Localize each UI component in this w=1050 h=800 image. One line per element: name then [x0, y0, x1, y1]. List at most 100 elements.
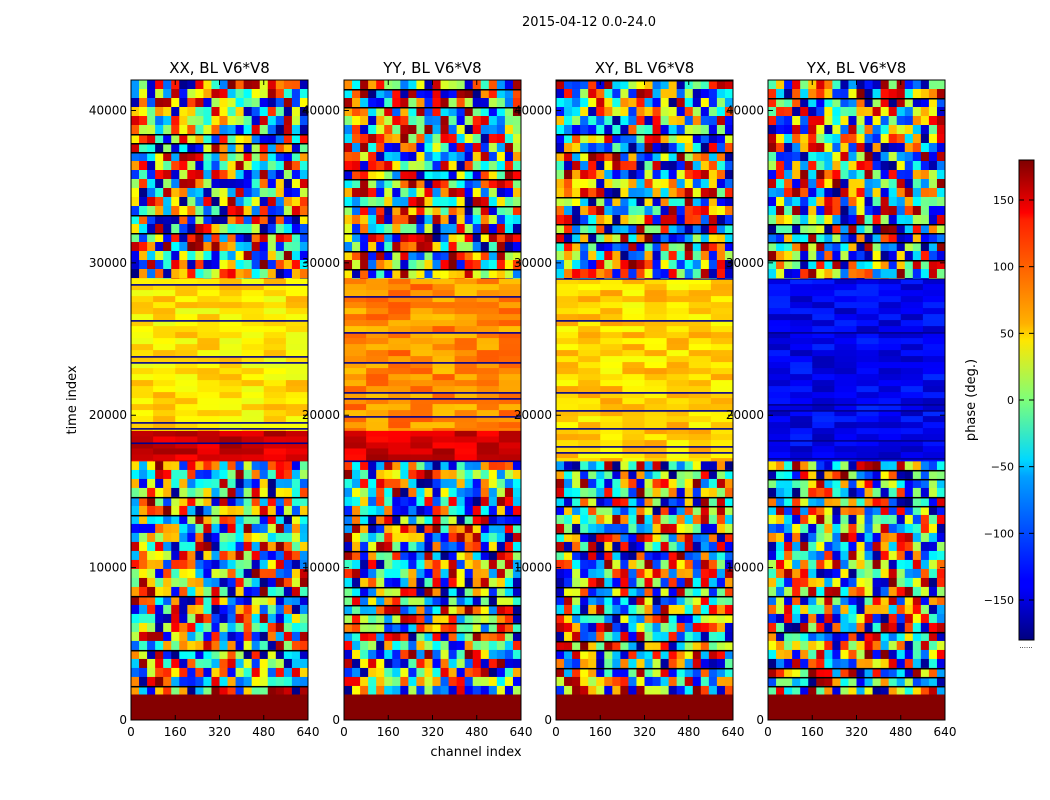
- cell: [388, 356, 411, 363]
- cell: [872, 469, 882, 480]
- cell: [572, 469, 581, 480]
- cell: [388, 442, 411, 449]
- cell: [800, 649, 809, 660]
- cell: [219, 392, 243, 399]
- flag-line: [556, 505, 733, 508]
- cell: [622, 440, 646, 447]
- cell: [578, 278, 601, 285]
- cell: [724, 658, 733, 669]
- cell: [792, 649, 801, 660]
- cell: [410, 302, 434, 309]
- cell: [710, 440, 733, 447]
- cell: [227, 170, 237, 180]
- cell: [684, 577, 694, 588]
- flag-line: [344, 170, 521, 172]
- cell: [708, 514, 718, 525]
- cell: [203, 170, 213, 180]
- cell: [856, 460, 866, 471]
- cell: [155, 188, 164, 198]
- cell: [620, 658, 630, 669]
- cell: [768, 296, 791, 303]
- cell: [175, 278, 198, 285]
- cell: [600, 278, 623, 285]
- cell: [644, 440, 668, 447]
- flag-line: [556, 278, 733, 280]
- cell: [784, 613, 793, 624]
- cell: [936, 550, 945, 561]
- x-tick-label: 320: [208, 725, 231, 739]
- cell: [366, 362, 389, 369]
- cell: [153, 422, 176, 429]
- cell: [644, 107, 654, 117]
- cell: [628, 134, 638, 144]
- cell: [668, 206, 678, 216]
- flag-line: [344, 514, 521, 517]
- cell: [496, 586, 506, 597]
- cell: [235, 595, 245, 606]
- cell: [360, 622, 369, 633]
- cell: [203, 613, 213, 624]
- cell: [856, 338, 880, 345]
- cell: [219, 320, 243, 327]
- cell: [171, 188, 180, 198]
- cell: [448, 242, 458, 252]
- cell: [620, 152, 630, 162]
- cell: [856, 595, 866, 606]
- cell: [504, 487, 514, 498]
- cell: [400, 161, 409, 171]
- cell: [360, 631, 369, 642]
- cell: [556, 452, 579, 459]
- cell: [291, 179, 301, 189]
- cell: [716, 577, 726, 588]
- cell: [432, 356, 456, 363]
- cell: [464, 478, 474, 489]
- cell: [644, 116, 654, 126]
- cell: [840, 595, 850, 606]
- cell: [628, 550, 638, 561]
- cell: [432, 98, 442, 108]
- cell: [291, 116, 301, 126]
- cell: [840, 649, 850, 660]
- cell: [179, 550, 188, 561]
- cell: [666, 392, 690, 399]
- cell: [834, 428, 858, 435]
- cell: [488, 134, 498, 144]
- cell: [440, 197, 450, 207]
- cell: [600, 386, 623, 393]
- cell: [344, 487, 353, 498]
- cell: [840, 523, 850, 534]
- cell: [416, 649, 426, 660]
- cell: [644, 170, 654, 180]
- flag-line: [556, 452, 733, 454]
- cell: [666, 338, 690, 345]
- cell: [604, 215, 613, 225]
- cell: [768, 302, 791, 309]
- cell: [171, 532, 180, 543]
- cell: [636, 143, 646, 153]
- cell: [241, 320, 265, 327]
- cell: [243, 152, 253, 162]
- cell: [628, 604, 638, 615]
- cell: [464, 667, 474, 678]
- cell: [628, 514, 638, 525]
- cell: [572, 541, 581, 552]
- cell: [864, 613, 874, 624]
- cell: [832, 604, 842, 615]
- cell: [376, 143, 385, 153]
- cell: [197, 350, 221, 357]
- cell: [187, 676, 196, 687]
- cell: [856, 676, 866, 687]
- cell: [384, 586, 393, 597]
- cell: [588, 460, 597, 471]
- cell: [227, 676, 237, 687]
- cell: [812, 296, 835, 303]
- cell: [179, 505, 188, 516]
- cell: [352, 188, 361, 198]
- cell: [580, 134, 589, 144]
- cell: [488, 613, 498, 624]
- cell: [464, 125, 474, 135]
- cell: [872, 460, 882, 471]
- flag-line: [131, 215, 308, 217]
- cell: [900, 338, 924, 345]
- cell: [243, 80, 253, 90]
